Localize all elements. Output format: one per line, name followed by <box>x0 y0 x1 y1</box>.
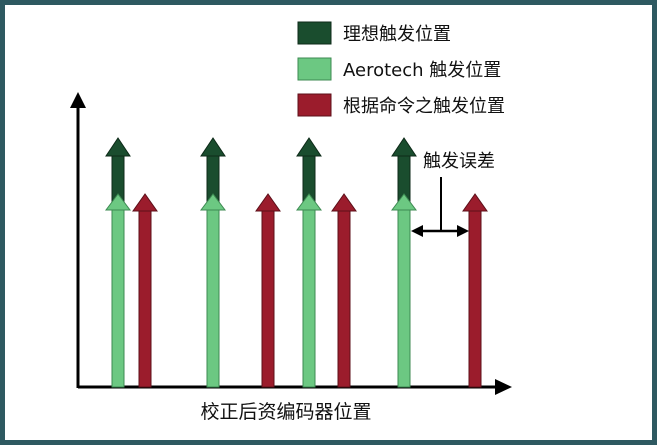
x-axis-label: 校正后资编码器位置 <box>200 401 371 423</box>
trigger-error-left-arrowhead <box>411 225 423 237</box>
aerotech-arrow-shaft <box>397 204 411 388</box>
legend-swatch-commanded <box>297 93 332 117</box>
commanded-arrow-shaft <box>138 207 152 388</box>
commanded-arrow-head <box>132 193 158 212</box>
aerotech-arrow-head <box>200 193 226 211</box>
commanded-arrow-head <box>331 193 357 212</box>
aerotech-arrow-head <box>391 193 417 211</box>
aerotech-arrow-head <box>105 193 131 211</box>
commanded-arrow-shaft <box>468 207 482 388</box>
aerotech-arrow-shaft <box>206 204 220 388</box>
ideal-arrow-head <box>391 137 417 157</box>
legend-label-commanded: 根据命令之触发位置 <box>343 96 505 117</box>
commanded-arrow-head <box>255 193 281 212</box>
aerotech-arrow-shaft <box>302 204 316 388</box>
ideal-arrow-head <box>200 137 226 157</box>
commanded-arrow-head <box>462 193 488 212</box>
ideal-arrow-head <box>105 137 131 157</box>
commanded-arrow-shaft <box>337 207 351 388</box>
legend-label-ideal: 理想触发位置 <box>343 24 451 45</box>
x-axis-arrowhead <box>495 379 512 395</box>
trigger-error-annotation: 触发误差 <box>411 151 495 237</box>
aerotech-arrow-head <box>296 193 322 211</box>
legend-label-aerotech: Aerotech 触发位置 <box>343 60 501 81</box>
commanded-arrow-shaft <box>261 207 275 388</box>
legend-swatch-aerotech <box>297 57 332 81</box>
aerotech-arrow-shaft <box>111 204 125 388</box>
legend: 理想触发位置 Aerotech 触发位置 根据命令之触发位置 <box>297 21 505 117</box>
y-axis-arrowhead <box>70 92 86 108</box>
trigger-error-label: 触发误差 <box>423 151 495 172</box>
trigger-error-right-arrowhead <box>457 225 469 237</box>
ideal-arrow-head <box>296 137 322 157</box>
trigger-arrows <box>105 137 488 388</box>
legend-swatch-ideal <box>297 21 332 45</box>
